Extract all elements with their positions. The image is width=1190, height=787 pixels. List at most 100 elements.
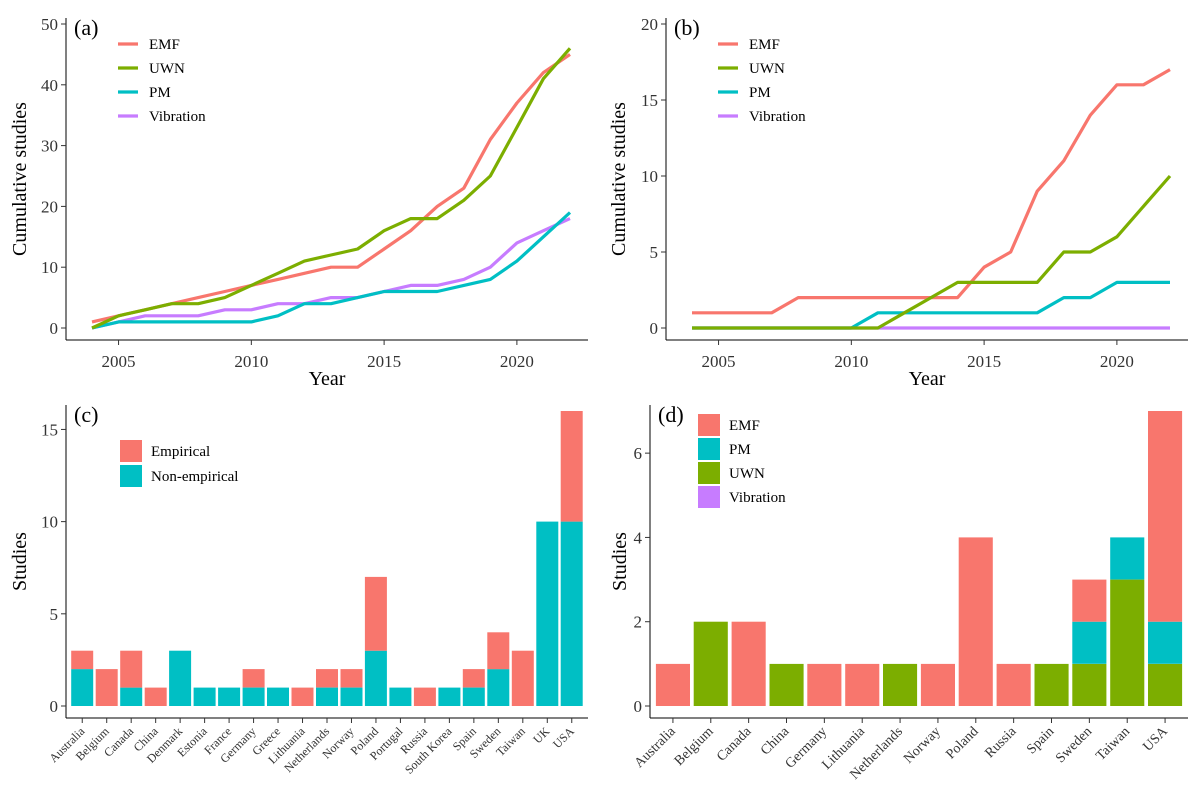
bar-segment-uwn: [769, 663, 804, 706]
y-tick-label: 4: [634, 528, 643, 547]
bar-segment-pm: [1072, 621, 1107, 664]
x-category-label: China: [758, 724, 793, 759]
x-tick-label: 2010: [834, 352, 868, 371]
y-tick-label: 10: [41, 513, 58, 532]
legend-key-empirical: [120, 440, 142, 462]
panel-label: (b): [674, 15, 700, 40]
legend-key-non-empirical: [120, 465, 142, 487]
bar-segment-emf: [655, 663, 690, 706]
x-category-label: Russia: [982, 724, 1020, 762]
bar-segment-empirical: [413, 687, 436, 706]
bar-segment-emf: [1072, 579, 1107, 622]
series-line-pm: [91, 211, 572, 330]
bar-segment-empirical: [364, 576, 387, 651]
bar-segment-non-empirical: [560, 521, 583, 706]
bar-segment-empirical: [144, 687, 167, 706]
y-tick-label: 50: [41, 15, 58, 34]
x-category-label: Sweden: [1053, 724, 1095, 766]
series-line-uwn: [91, 47, 572, 330]
bar-segment-non-empirical: [218, 687, 241, 706]
series-line-uwn: [692, 174, 1172, 330]
panel-a: 0 10 20 30 40 50 Cumulative studies (a) 2005 2010…: [9, 15, 588, 390]
bar-segment-emf: [920, 663, 955, 706]
bar-segment-emf: [958, 537, 993, 706]
y-tick-label: 40: [41, 76, 58, 95]
x-tick-label: 2015: [967, 352, 1001, 371]
legend-label: PM: [729, 442, 751, 458]
y-axis-label: Cumulative studies: [608, 102, 630, 256]
y-axis-label: Cumulative studies: [9, 102, 31, 256]
legend-label: EMF: [729, 418, 760, 434]
bar-segment-empirical: [291, 687, 314, 706]
series-line-vibration: [91, 217, 571, 330]
x-category-label: USA: [550, 724, 577, 751]
x-tick-label: 2010: [234, 352, 268, 371]
y-tick-label: 2: [634, 613, 643, 632]
legend-key-uwn: [698, 462, 720, 484]
bar-segment-non-empirical: [71, 669, 94, 706]
bar-segment-non-empirical: [462, 687, 485, 706]
bar-segment-emf: [845, 663, 880, 706]
bar-segment-empirical: [560, 411, 583, 522]
legend-label: PM: [749, 85, 771, 101]
y-axis-label: Studies: [9, 532, 31, 591]
bar-segment-empirical: [242, 669, 265, 688]
bar-segment-empirical: [71, 650, 94, 670]
bar-segment-emf: [1148, 411, 1183, 622]
x-tick-label: 2020: [500, 352, 534, 371]
legend-label: UWN: [749, 61, 785, 77]
y-tick-label: 20: [41, 197, 58, 216]
bar-segment-uwn: [1034, 663, 1069, 706]
y-tick-label: 15: [41, 420, 58, 439]
bar-segment-non-empirical: [267, 687, 289, 706]
bar-segment-non-empirical: [487, 669, 510, 706]
bar-segment-non-empirical: [242, 687, 265, 706]
legend-label: Vibration: [749, 109, 806, 125]
bar-segment-uwn: [883, 663, 918, 706]
bar-segment-empirical: [487, 632, 510, 670]
x-category-label: USA: [1140, 724, 1171, 755]
legend-label: UWN: [149, 61, 185, 77]
bar-segment-non-empirical: [364, 650, 387, 706]
y-tick-label: 0: [50, 697, 59, 716]
legend-key-emf: [698, 414, 720, 436]
bar-segment-non-empirical: [536, 521, 559, 706]
bar-segment-non-empirical: [340, 687, 363, 706]
legend-label: EMF: [749, 37, 780, 53]
bar-segment-emf: [731, 621, 766, 706]
x-category-label: Norway: [901, 724, 944, 767]
bar-segment-empirical: [316, 669, 338, 688]
panel-label: (a): [74, 15, 98, 40]
bar-segment-non-empirical: [169, 650, 192, 706]
y-tick-label: 0: [650, 319, 659, 338]
x-category-label: Canada: [714, 724, 755, 765]
series-line-pm: [692, 280, 1170, 330]
y-tick-label: 0: [50, 319, 59, 338]
x-category-label: Australia: [632, 724, 679, 771]
legend-label: PM: [149, 85, 171, 101]
x-tick-label: 2005: [702, 352, 736, 371]
x-category-label: Belgium: [672, 724, 717, 769]
y-tick-label: 20: [641, 15, 658, 34]
panel-b: 0 5 10 15 20 Cumulative studies (b) 2005 2010 201…: [608, 15, 1188, 390]
panel-label: (d): [658, 402, 684, 427]
bar-segment-non-empirical: [120, 687, 143, 706]
y-tick-label: 10: [41, 258, 58, 277]
legend-key-pm: [698, 438, 720, 460]
bar-segment-uwn: [1148, 663, 1183, 706]
x-category-label: UK: [530, 724, 552, 746]
y-axis-label: Studies: [609, 532, 631, 591]
y-tick-label: 5: [50, 605, 59, 624]
bar-segment-empirical: [340, 669, 363, 688]
bar-segment-non-empirical: [389, 687, 412, 706]
series-line-emf: [692, 68, 1171, 315]
y-tick-label: 30: [41, 137, 58, 156]
x-axis-label: Year: [309, 368, 346, 390]
x-category-label: Spain: [1024, 724, 1057, 757]
bar-segment-non-empirical: [316, 687, 338, 706]
panel-label: (c): [74, 402, 98, 427]
bar-segment-uwn: [1110, 579, 1145, 706]
legend-label: UWN: [729, 466, 765, 482]
